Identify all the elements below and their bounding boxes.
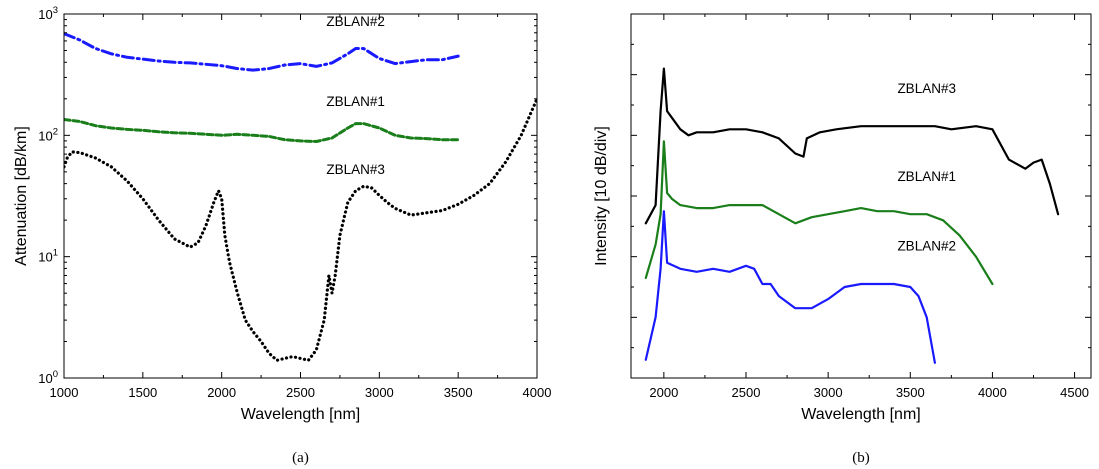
x-tick-label: 4000 (978, 385, 1007, 400)
series-label: ZBLAN#1 (897, 169, 956, 184)
x-tick-label: 2500 (732, 385, 761, 400)
plot-frame (63, 13, 538, 379)
panel-caption: (b) (852, 450, 870, 466)
y-axis-title: Attenuation [dB/km] (13, 126, 30, 266)
chart-panel-b: 2000 2500 3000 3500 4000 4500 ZBLAN#3 ZBLAN#1 ZB… (593, 13, 1092, 466)
series-line-zblan-2 (64, 32, 460, 72)
x-tick-label: 1000 (50, 385, 79, 400)
series-label: ZBLAN#3 (897, 81, 956, 96)
y-tick-base: 10 (38, 371, 52, 386)
series-line-zblan-3 (64, 97, 537, 362)
y-tick-base: 10 (38, 7, 52, 22)
series-label: ZBLAN#3 (326, 162, 385, 177)
plot-frame (630, 13, 1092, 379)
series-label: ZBLAN#1 (326, 94, 385, 109)
y-tick-exp: 1 (53, 248, 58, 259)
y-tick-exp: 0 (53, 369, 58, 380)
x-tick-label: 4500 (1060, 385, 1089, 400)
y-tick-label: 102 (38, 126, 58, 143)
panel-caption: (a) (292, 450, 309, 466)
y-tick-label: 100 (38, 369, 58, 386)
chart-panel-a: 1000 1500 2000 2500 3000 3500 4000100101102103… (13, 5, 551, 466)
x-tick-label: 3500 (444, 385, 473, 400)
x-axis-title: Wavelength [nm] (801, 406, 920, 423)
x-tick-label: 2500 (286, 385, 315, 400)
series-label: ZBLAN#2 (326, 14, 385, 29)
x-tick-label: 1500 (128, 385, 157, 400)
x-axis-title: Wavelength [nm] (241, 406, 360, 423)
y-tick-base: 10 (38, 250, 52, 265)
y-tick-label: 101 (38, 248, 58, 265)
series-line-zblan-2 (644, 210, 936, 364)
x-tick-label: 2000 (207, 385, 236, 400)
x-tick-label: 4000 (523, 385, 552, 400)
series-line-zblan-1 (64, 118, 460, 143)
x-tick-label: 3000 (814, 385, 843, 400)
y-tick-base: 10 (38, 128, 52, 143)
y-tick-exp: 2 (53, 126, 58, 137)
series-line-zblan-1 (644, 140, 994, 286)
x-tick-label: 3000 (365, 385, 394, 400)
series-label: ZBLAN#2 (897, 239, 956, 254)
y-tick-label: 103 (38, 5, 58, 22)
x-tick-label: 3500 (896, 385, 925, 400)
series-line-zblan-3 (644, 67, 1060, 225)
x-tick-label: 2000 (649, 385, 678, 400)
y-axis-title: Intensity [10 dB/div] (593, 126, 610, 266)
y-tick-exp: 3 (53, 5, 58, 16)
